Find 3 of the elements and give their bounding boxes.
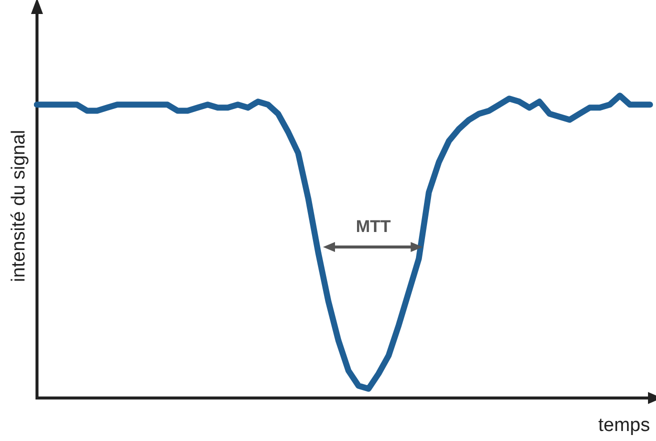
x-axis-title: temps [598,414,650,436]
y-axis-title: intensité du signal [8,130,30,282]
annotation: MTT [356,216,391,237]
